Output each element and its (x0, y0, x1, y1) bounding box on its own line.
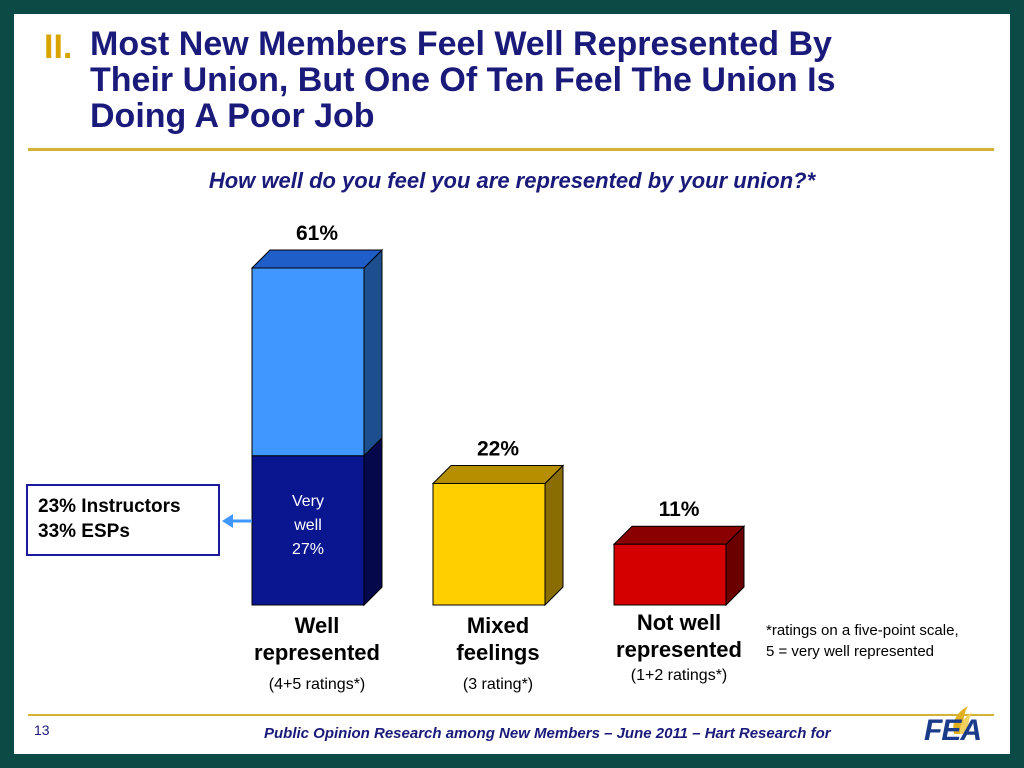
page-number: 13 (34, 722, 50, 738)
category-label: represented (616, 637, 742, 662)
breakdown-callout: 23% Instructors 33% ESPs (26, 484, 220, 556)
segment-label: Very (292, 493, 324, 510)
bar-top (612, 525, 746, 545)
callout-arrow-head (222, 514, 233, 528)
bar-segment-very-well (251, 455, 365, 606)
value-label: 11% (659, 498, 700, 521)
bar-top (250, 249, 384, 269)
logo-text: FEA (924, 714, 982, 747)
bar-top (431, 464, 565, 484)
footnote-line: 5 = very well represented (766, 643, 935, 660)
footnote-line: *ratings on a five-point scale, (766, 622, 959, 639)
bar-side (544, 464, 564, 607)
bar-segment-somewhat-well (251, 267, 365, 457)
category-label: represented (254, 640, 380, 665)
survey-question: How well do you feel you are represented… (208, 168, 816, 193)
value-label: 61% (296, 222, 338, 245)
page-title: Most New Members Feel Well Represented B… (90, 26, 990, 134)
fea-logo: FEA (920, 704, 1006, 752)
title-line: Most New Members Feel Well Represented B… (90, 25, 832, 63)
logo-flame-icon (953, 706, 972, 734)
slide: II. Most New Members Feel Well Represent… (14, 14, 1010, 754)
category-label: Well (295, 613, 340, 638)
category-label: feelings (456, 640, 539, 665)
category-sublabel: (3 rating*) (463, 676, 533, 693)
footer-source: Public Opinion Research among New Member… (264, 725, 831, 742)
segment-label: 27% (292, 541, 324, 558)
footnote: *ratings on a five-point scale, 5 = very… (766, 620, 1006, 662)
bar (613, 543, 727, 606)
bar-side-dark (363, 436, 383, 607)
callout-line: 33% ESPs (38, 521, 130, 542)
segment-label: well (293, 517, 322, 534)
category-sublabel: (4+5 ratings*) (269, 676, 366, 693)
callout-line: 23% Instructors (38, 496, 181, 517)
value-label: 22% (477, 437, 519, 460)
category-label: Mixed (467, 613, 529, 638)
section-number: II. (44, 28, 73, 66)
footer-divider (28, 714, 994, 716)
category-label: Not well (637, 610, 721, 635)
category-sublabel: (1+2 ratings*) (631, 667, 728, 684)
title-divider (28, 148, 994, 151)
bar (432, 482, 546, 606)
title-line: Doing A Poor Job (90, 97, 375, 135)
title-line: Their Union, But One Of Ten Feel The Uni… (90, 61, 836, 99)
